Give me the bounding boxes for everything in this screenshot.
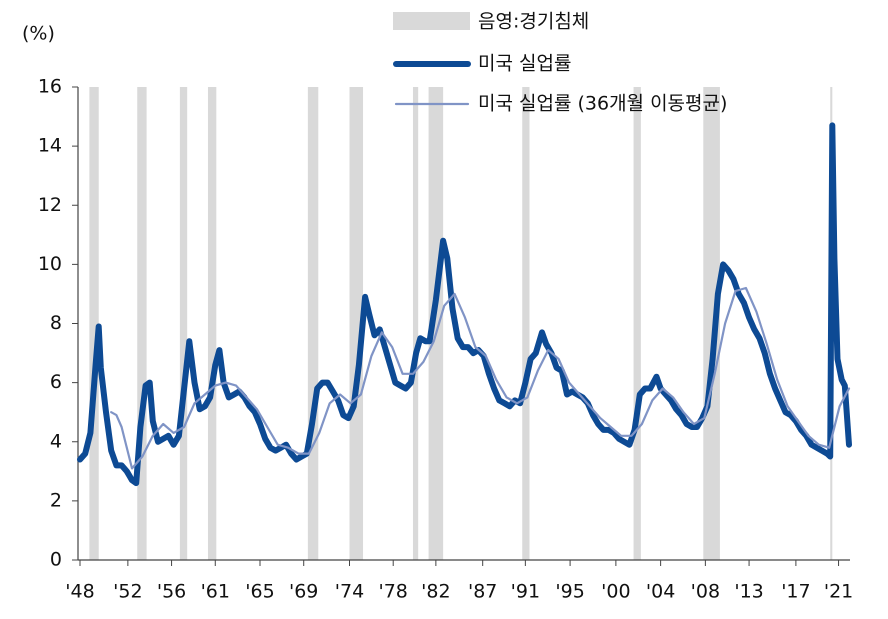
y-tick-label: 12 bbox=[38, 194, 62, 216]
x-tick-label: '78 bbox=[378, 581, 407, 603]
y-tick-label: 16 bbox=[38, 76, 62, 98]
series-line bbox=[77, 122, 852, 487]
x-tick-label: '65 bbox=[245, 581, 274, 603]
recession-band bbox=[428, 87, 444, 560]
x-tick-label: '08 bbox=[691, 581, 720, 603]
legend-label: 음영:경기침체 bbox=[478, 11, 589, 33]
x-tick-label: '48 bbox=[65, 581, 94, 603]
recession-band bbox=[633, 87, 641, 560]
x-tick-label: '61 bbox=[201, 581, 230, 603]
series-line bbox=[110, 286, 851, 470]
x-tick-label: '82 bbox=[421, 581, 450, 603]
x-tick-label: '95 bbox=[555, 581, 584, 603]
y-tick-label: 2 bbox=[50, 489, 62, 511]
recession-band bbox=[703, 87, 720, 560]
y-tick-label: 10 bbox=[38, 253, 62, 275]
y-tick-label: 14 bbox=[38, 135, 62, 157]
recession-band bbox=[89, 87, 99, 560]
recession-band bbox=[412, 87, 419, 560]
y-tick-label: 6 bbox=[50, 371, 62, 393]
recession-band bbox=[179, 87, 188, 560]
x-tick-label: '52 bbox=[113, 581, 142, 603]
x-tick-label: '69 bbox=[289, 581, 318, 603]
y-axis-label: (%) bbox=[22, 23, 55, 45]
recession-band bbox=[349, 87, 364, 560]
y-tick-label: 4 bbox=[50, 430, 62, 452]
y-tick-label: 0 bbox=[50, 549, 62, 571]
legend-swatch bbox=[393, 12, 470, 30]
recession-band bbox=[522, 87, 530, 560]
x-tick-label: '91 bbox=[511, 581, 540, 603]
x-tick-label: '87 bbox=[468, 581, 497, 603]
x-tick-label: '00 bbox=[601, 581, 630, 603]
x-tick-label: '13 bbox=[734, 581, 763, 603]
recession-band bbox=[137, 87, 147, 560]
legend-label: 미국 실업률 bbox=[478, 53, 571, 75]
x-tick-label: '74 bbox=[335, 581, 364, 603]
x-tick-label: '56 bbox=[157, 581, 186, 603]
x-tick-label: '21 bbox=[824, 581, 853, 603]
recession-band bbox=[307, 87, 319, 560]
x-tick-label: '04 bbox=[646, 581, 675, 603]
y-tick-label: 8 bbox=[50, 312, 62, 334]
legend-label: 미국 실업률 (36개월 이동평균) bbox=[478, 93, 727, 115]
x-tick-label: '17 bbox=[781, 581, 810, 603]
recession-band bbox=[207, 87, 217, 560]
